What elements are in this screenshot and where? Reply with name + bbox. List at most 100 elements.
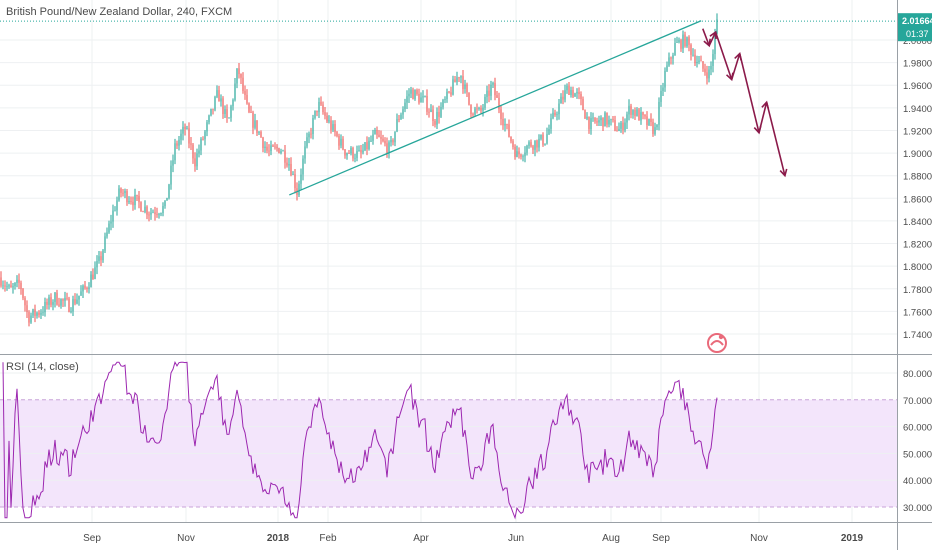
candle-body — [536, 140, 538, 148]
candle-body — [460, 76, 462, 78]
candle-body — [656, 124, 658, 128]
candle-body — [102, 250, 104, 261]
candle-body — [548, 128, 550, 135]
candle-body — [500, 109, 502, 119]
candle-body — [116, 200, 118, 211]
candle-body — [414, 90, 416, 100]
candle-body — [272, 145, 274, 147]
candle-body — [150, 212, 152, 215]
candle-body — [706, 72, 708, 79]
candle-body — [324, 112, 326, 116]
candle-body — [526, 145, 528, 153]
candle-body — [348, 153, 350, 154]
candle-body — [94, 267, 96, 279]
candle-body — [684, 34, 686, 47]
candle-body — [34, 309, 36, 316]
candle-body — [682, 34, 684, 49]
rsi-line — [2, 360, 718, 520]
candle-body — [4, 285, 6, 287]
candle-body — [624, 122, 626, 130]
candle-body — [248, 103, 250, 113]
candle-body — [646, 116, 648, 126]
time-tick-label: Nov — [750, 533, 768, 544]
candle-body — [128, 200, 130, 203]
candle-body — [316, 110, 318, 113]
candle-body — [358, 150, 360, 151]
candle-body — [552, 112, 554, 119]
candle-body — [516, 151, 518, 157]
candle-body — [450, 92, 452, 95]
candle-body — [394, 131, 396, 143]
candle-body — [216, 90, 218, 97]
time-tick-label: 2018 — [267, 533, 290, 544]
candle-body — [240, 74, 242, 78]
candle-body — [468, 92, 470, 105]
candle-body — [666, 65, 668, 71]
candle-body — [448, 91, 450, 93]
price-legend[interactable]: British Pound/New Zealand Dollar, 240, F… — [6, 6, 233, 18]
candle-body — [284, 150, 286, 163]
price-tick-label: 1.76000 — [903, 307, 932, 318]
candle-body — [458, 77, 460, 79]
rsi-tick-label: 40.0000 — [903, 476, 932, 487]
candle-body — [148, 214, 150, 216]
candle-body — [106, 232, 108, 237]
candle-body — [398, 119, 400, 120]
candle-body — [66, 297, 68, 299]
candle-body — [158, 214, 160, 216]
candle-body — [290, 164, 292, 175]
time-tick-label: Nov — [177, 533, 195, 544]
candle-body — [204, 131, 206, 140]
candle-body — [292, 174, 294, 175]
price-tick-label: 1.96000 — [903, 81, 932, 92]
candle-body — [0, 277, 2, 286]
price-tick-label: 1.80000 — [903, 262, 932, 273]
candle-body — [388, 142, 390, 154]
candle-body — [404, 102, 406, 110]
candle-body — [120, 188, 122, 193]
candle-body — [512, 141, 514, 147]
candle-body — [140, 202, 142, 212]
candle-body — [642, 112, 644, 116]
candle-body — [142, 211, 144, 213]
candle-body — [440, 107, 442, 117]
candle-body — [12, 286, 14, 288]
candle-body — [26, 305, 28, 313]
rsi-legend[interactable]: RSI (14, close) — [6, 361, 79, 373]
candle-body — [540, 134, 542, 139]
candle-body — [260, 131, 262, 138]
candle-body — [282, 150, 284, 152]
time-axis-labels: Sep Nov 2018 Feb Apr Jun Aug Sep Nov 2019 — [83, 533, 863, 544]
candle-body — [258, 131, 260, 133]
candle-body — [162, 205, 164, 214]
candle-body — [470, 104, 472, 114]
candle-body — [590, 118, 592, 130]
candle-body — [134, 194, 136, 206]
candle-body — [574, 93, 576, 97]
candle-body — [250, 112, 252, 114]
candle-body — [52, 301, 54, 305]
candle-body — [566, 85, 568, 91]
candle-body — [660, 90, 662, 102]
candle-body — [474, 108, 476, 115]
candle-body — [588, 116, 590, 130]
trendline-group — [289, 20, 702, 196]
candle-body — [362, 150, 364, 153]
projection-segment — [702, 28, 710, 46]
candle-body — [352, 148, 354, 159]
candle-body — [636, 109, 638, 116]
candle-body — [36, 312, 38, 316]
candle-body — [30, 315, 32, 323]
candle-body — [384, 140, 386, 144]
candle-body — [312, 117, 314, 134]
candle-body — [432, 109, 434, 121]
rsi-tick-label: 30.0000 — [903, 503, 932, 514]
candle-body — [136, 194, 138, 196]
time-tick-label: Sep — [652, 533, 670, 544]
candle-body — [96, 260, 98, 268]
price-candles — [0, 13, 718, 327]
candle-body — [20, 282, 22, 290]
rsi-line-group — [2, 360, 718, 520]
